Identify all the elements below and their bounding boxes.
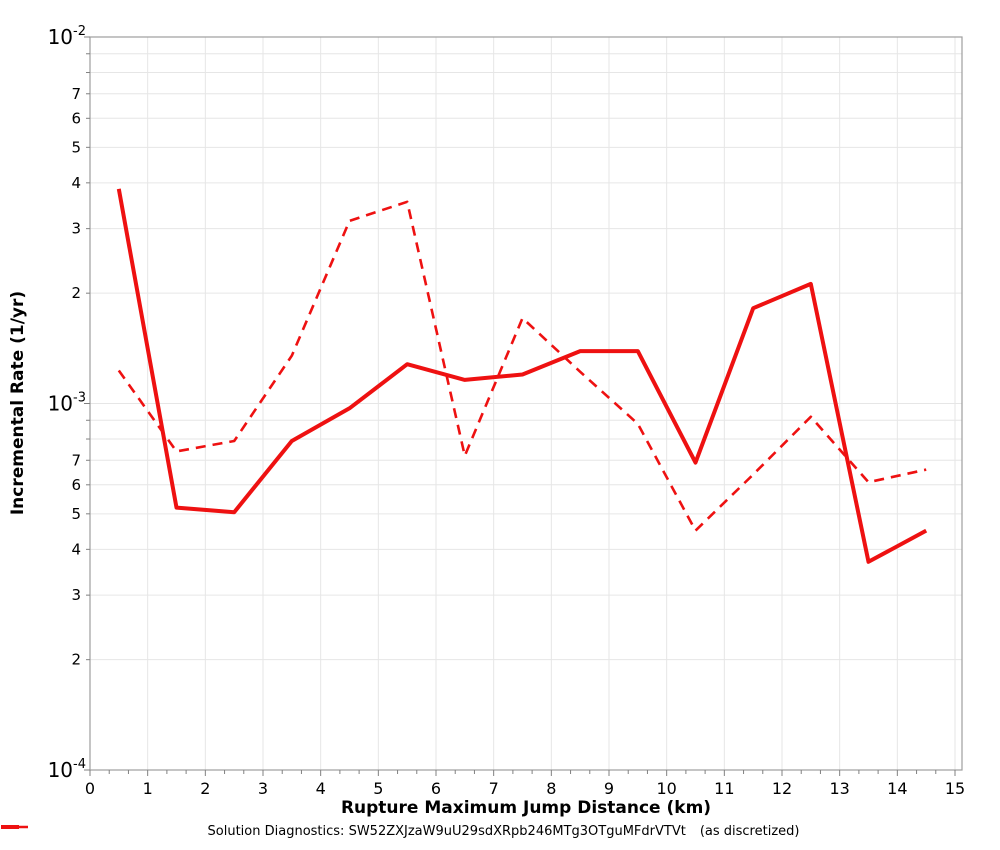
x-tick-label: 1 bbox=[143, 779, 153, 798]
y-minor-tick-label: 4 bbox=[71, 540, 81, 558]
x-tick-label: 7 bbox=[489, 779, 499, 798]
x-tick-label: 12 bbox=[772, 779, 792, 798]
x-tick-label: 4 bbox=[316, 779, 326, 798]
legend-series-1-label: Solution Diagnostics: SW52ZXJzaW9uU29sdX… bbox=[207, 824, 686, 839]
y-decade-tick-label: 10-4 bbox=[48, 757, 86, 782]
x-tick-label: 2 bbox=[200, 779, 210, 798]
x-tick-label: 11 bbox=[714, 779, 734, 798]
x-tick-label: 0 bbox=[85, 779, 95, 798]
y-minor-tick-label: 5 bbox=[71, 505, 81, 523]
y-minor-tick-label: 3 bbox=[71, 220, 81, 238]
y-minor-tick-label: 2 bbox=[71, 284, 81, 302]
y-decade-tick-label: 10-2 bbox=[48, 24, 86, 49]
x-tick-label: 9 bbox=[604, 779, 614, 798]
y-minor-tick-label: 4 bbox=[71, 174, 81, 192]
y-minor-tick-label: 2 bbox=[71, 651, 81, 669]
y-minor-tick-label: 6 bbox=[71, 109, 81, 127]
y-minor-tick-label: 7 bbox=[71, 451, 81, 469]
y-axis-label: Incremental Rate (1/yr) bbox=[8, 290, 28, 516]
y-minor-tick-label: 7 bbox=[71, 85, 81, 103]
series-line-solid bbox=[116, 188, 928, 564]
x-tick-label: 6 bbox=[431, 779, 441, 798]
x-tick-label: 3 bbox=[258, 779, 268, 798]
y-minor-tick-label: 6 bbox=[71, 476, 81, 494]
x-axis-label: Rupture Maximum Jump Distance (km) bbox=[340, 798, 712, 818]
x-tick-label: 14 bbox=[887, 779, 907, 798]
legend-series-2-label: (as discretized) bbox=[699, 824, 800, 839]
x-tick-label: 10 bbox=[656, 779, 676, 798]
series-line-dashed bbox=[117, 200, 927, 532]
x-tick-label: 13 bbox=[829, 779, 849, 798]
x-tick-label: 8 bbox=[546, 779, 556, 798]
x-tick-label: 5 bbox=[373, 779, 383, 798]
y-decade-tick-label: 10-3 bbox=[48, 391, 86, 416]
legend: Solution Diagnostics: SW52ZXJzaW9uU29sdX… bbox=[0, 824, 1000, 839]
x-tick-label: 15 bbox=[945, 779, 965, 798]
y-minor-tick-label: 5 bbox=[71, 138, 81, 156]
y-minor-tick-label: 3 bbox=[71, 586, 81, 604]
